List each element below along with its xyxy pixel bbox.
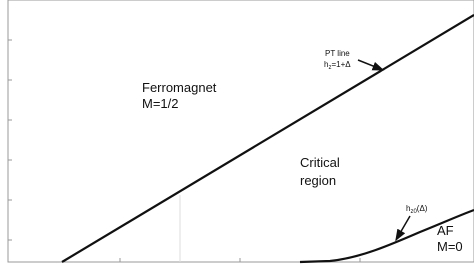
formula-rest: (Δ) <box>417 204 428 213</box>
region-label: M=0 <box>437 239 463 254</box>
pt-formula: hz=1+Δ <box>324 60 351 71</box>
pt-arrow <box>357 59 385 71</box>
pt-title: PT line <box>325 49 350 58</box>
region-label: M=1/2 <box>142 96 179 111</box>
formula-sub: z0 <box>410 209 417 215</box>
region-label: Ferromagnet <box>142 80 217 95</box>
axis-ticks <box>8 39 361 262</box>
formula-base: h <box>406 204 410 213</box>
formula-base: h <box>324 60 328 69</box>
hz0-curve <box>299 208 474 264</box>
frame <box>7 0 474 263</box>
region-label: Critical <box>300 155 340 170</box>
formula-rest: =1+Δ <box>331 60 351 69</box>
region-label: region <box>300 173 336 188</box>
region-label: AF <box>437 223 454 238</box>
curve-arrow <box>395 215 411 242</box>
pt-line <box>61 14 474 263</box>
formula-sub: z <box>328 65 331 71</box>
curve-label: hz0(Δ) <box>406 204 428 215</box>
